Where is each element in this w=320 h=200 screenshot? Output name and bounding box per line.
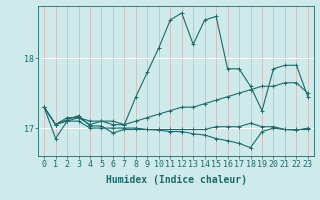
X-axis label: Humidex (Indice chaleur): Humidex (Indice chaleur) xyxy=(106,175,246,185)
